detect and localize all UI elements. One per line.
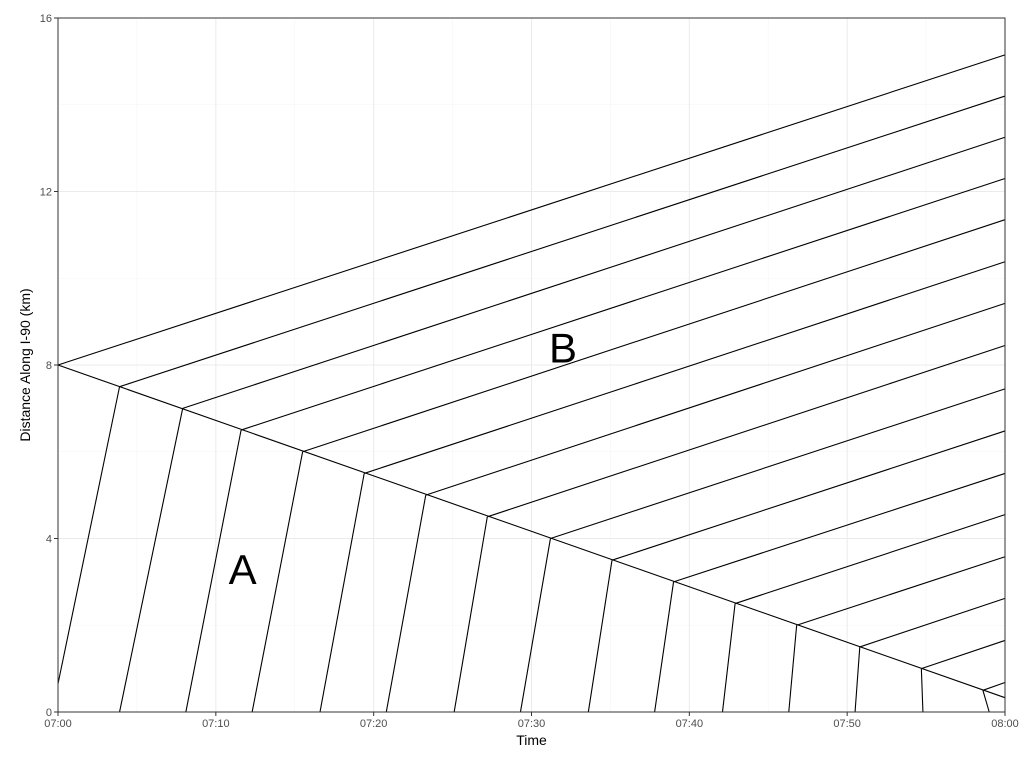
- trajectory-line-9: [550, 388, 1006, 540]
- trajectory-line-32: [982, 690, 990, 713]
- region-label-B: B: [549, 325, 577, 372]
- trajectory-line-19: [119, 408, 184, 713]
- trajectory-line-23: [385, 495, 427, 713]
- x-tick-label: 07:20: [360, 718, 388, 730]
- trajectory-line-5: [302, 219, 1006, 453]
- trajectory-line-10: [611, 430, 1006, 561]
- trajectory-line-13: [796, 556, 1006, 626]
- trajectory-line-11: [673, 472, 1006, 583]
- trajectory-line-6: [364, 261, 1006, 474]
- trajectory-lines: [57, 54, 1006, 713]
- trajectory-line-29: [788, 625, 798, 713]
- trajectory-line-1: [57, 54, 1006, 366]
- y-tick-label: 12: [40, 187, 52, 199]
- y-tick-label: 16: [40, 13, 52, 25]
- trajectory-line-18: [57, 386, 121, 684]
- trajectory-line-28: [721, 603, 736, 713]
- x-axis-title: Time: [516, 732, 547, 748]
- trajectory-line-2: [119, 95, 1006, 388]
- x-tick-label: 07:30: [518, 718, 546, 730]
- grid-lines: [57, 17, 1006, 713]
- trajectory-line-7: [425, 302, 1006, 496]
- x-tick-label: 07:00: [44, 718, 72, 730]
- trajectory-line-12: [734, 514, 1006, 605]
- trajectory-line-3: [182, 136, 1006, 409]
- y-tick-label: 4: [46, 534, 52, 546]
- trajectory-line-21: [251, 451, 304, 713]
- trajectory-line-24: [453, 516, 488, 713]
- trajectory-line-15: [921, 639, 1006, 670]
- region-label-A: A: [229, 546, 257, 593]
- trajectory-line-27: [654, 581, 675, 713]
- y-tick-label: 8: [46, 360, 52, 372]
- trajectory-line-22: [319, 473, 365, 713]
- x-tick-label: 07:50: [833, 718, 861, 730]
- trajectory-line-14: [859, 597, 1006, 648]
- region-labels: AB: [229, 325, 577, 593]
- x-tick-label: 07:10: [202, 718, 230, 730]
- x-tick-label: 08:00: [991, 718, 1019, 730]
- x-axis-ticks: 07:00 07:10 07:20 07:30 07:40 07:50 08:00: [44, 712, 1019, 730]
- y-tick-label: 0: [46, 707, 52, 719]
- trajectory-line-26: [587, 560, 613, 713]
- x-tick-label: 07:40: [676, 718, 704, 730]
- trajectory-line-20: [185, 429, 242, 713]
- trajectory-line-31: [920, 668, 924, 713]
- y-axis-title: Distance Along I-90 (km): [17, 288, 33, 441]
- trajectory-line-17: [57, 364, 1006, 699]
- trajectory-line-4: [240, 177, 1006, 431]
- y-axis-ticks: 0 4 8 12 16: [40, 13, 58, 719]
- trajectory-line-30: [854, 646, 861, 713]
- trajectory-line-8: [487, 344, 1006, 518]
- trajectory-line-16: [982, 681, 1006, 691]
- trajectory-line-25: [519, 538, 551, 713]
